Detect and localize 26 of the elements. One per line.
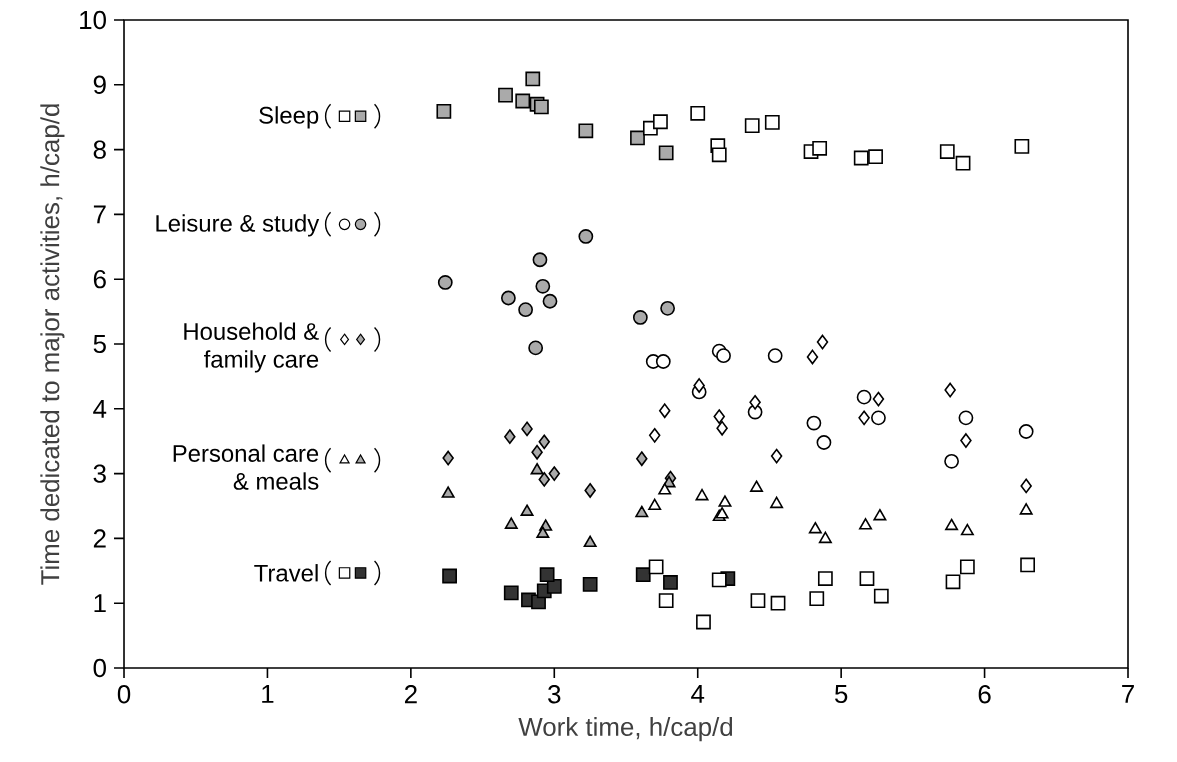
legend-label: Travel [254, 564, 318, 582]
x-tick-label: 7 [1122, 685, 1134, 703]
y-tick-label: 9 [93, 75, 106, 94]
x-tick-label: 5 [834, 685, 848, 704]
x-tick-label: 3 [548, 685, 561, 704]
y-tick-label: 3 [93, 464, 106, 483]
legend-label: Leisure & study [156, 214, 320, 237]
x-tick-label: 0 [117, 685, 131, 704]
x-tick-label: 6 [978, 685, 991, 704]
legend-label: Household & family care [184, 322, 319, 373]
y-tick-label: 2 [93, 529, 106, 548]
legend-label: Sleep [259, 106, 319, 129]
y-tick-label: 1 [94, 594, 106, 613]
x-tick-label: 2 [404, 685, 417, 704]
y-tick-label: 4 [93, 399, 107, 418]
y-axis-title: Time dedicated to major activities, h/cap/d [40, 104, 65, 585]
y-tick-label: 10 [80, 10, 106, 30]
x-axis-title: Work time, h/cap/d [518, 717, 733, 742]
legend-label: Personal care & meals [173, 444, 319, 490]
y-tick-label: 8 [93, 140, 106, 159]
y-tick-label: 7 [93, 205, 106, 224]
y-tick-label: 6 [93, 270, 106, 289]
y-tick-label: 5 [93, 334, 106, 354]
y-tick-label: 0 [93, 658, 106, 678]
x-tick-label: 4 [691, 685, 705, 703]
x-tick-label: 1 [262, 685, 274, 703]
